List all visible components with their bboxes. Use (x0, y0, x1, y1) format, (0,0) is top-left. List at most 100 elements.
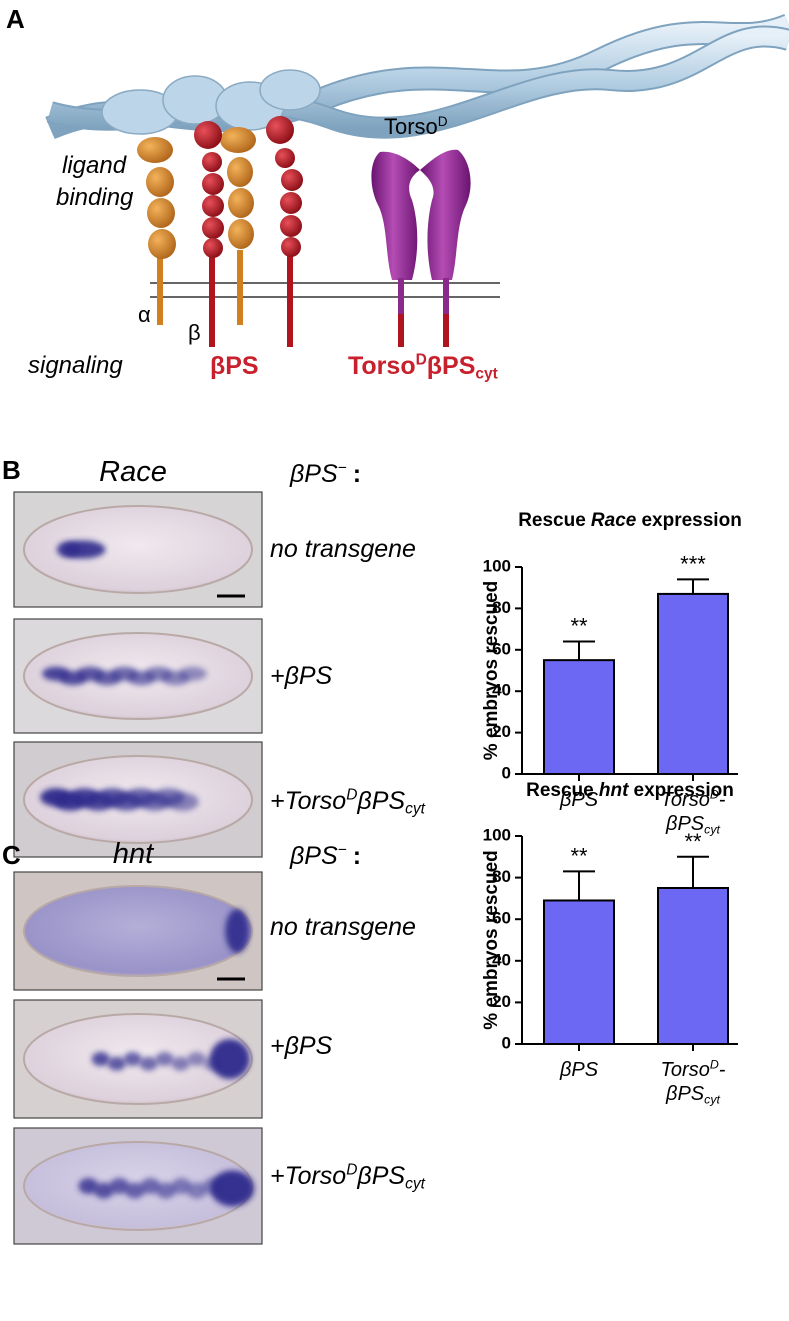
construct-label: TorsoDβPScyt (348, 351, 498, 383)
text-run: Race (590, 510, 637, 531)
text-run: D (709, 1057, 719, 1072)
text-run: Rescue (518, 510, 586, 531)
stain (155, 1052, 174, 1066)
bar (657, 887, 729, 1045)
row-label: +βPS (270, 1032, 332, 1061)
row-label: +TorsoDβPScyt (270, 1162, 425, 1193)
alpha-chain (137, 127, 256, 325)
panel-label: A (6, 4, 25, 34)
x-tick-label: βPScyt (628, 1082, 758, 1106)
stain (187, 1052, 206, 1066)
y-tick-label: 100 (483, 825, 511, 844)
significance: *** (680, 551, 706, 576)
text-run: D (709, 787, 719, 802)
text-run: cyt (405, 1175, 425, 1193)
y-tick-label: 20 (492, 722, 511, 741)
text-run: D (415, 351, 427, 369)
text-run: : (352, 842, 362, 870)
text-run: hnt (598, 780, 629, 801)
chain-label: α (138, 302, 151, 327)
text-run: Rescue (526, 780, 594, 801)
text-run: βPS (290, 460, 338, 488)
stain (124, 1182, 145, 1199)
row-label: no transgene (270, 913, 416, 942)
text-run: βPS (290, 842, 338, 870)
text-run: − (337, 841, 347, 859)
stain (140, 1178, 161, 1194)
y-tick-label: 80 (492, 598, 511, 617)
text-run: expression (641, 510, 742, 531)
embryo (23, 505, 253, 594)
embryo-image (13, 741, 263, 858)
beta-chain (194, 116, 303, 347)
text-run: cyt (475, 365, 498, 383)
receptor-label: TorsoD (384, 114, 448, 140)
y-tick-label: 20 (492, 992, 511, 1011)
stain (56, 541, 81, 558)
stain (166, 792, 199, 811)
significance: ** (684, 829, 702, 854)
embryo-image (13, 999, 263, 1119)
text-run: Torso (348, 352, 416, 380)
row-label: no transgene (270, 535, 416, 564)
text-run: no transgene (270, 535, 416, 563)
stain (107, 1056, 126, 1071)
text-run: +βPS (270, 1032, 333, 1060)
text-run: - (718, 1059, 726, 1081)
embryo-image (13, 618, 263, 734)
text-run: - (718, 789, 726, 811)
text-run: cyt (704, 1092, 720, 1107)
stain (155, 1182, 176, 1199)
embryo (23, 885, 253, 977)
stain (178, 666, 207, 681)
row-label: +βPS (270, 662, 332, 691)
text-run: expression (633, 780, 734, 801)
annotation: signaling (28, 352, 123, 379)
stain (186, 1182, 207, 1199)
diagram (45, 13, 789, 347)
text-run: βPS (559, 789, 599, 811)
text-run: βPS (357, 787, 406, 815)
panel-label: C (2, 840, 21, 870)
chain-label: β (188, 320, 201, 345)
y-tick-label: 0 (502, 763, 511, 782)
significance: ** (570, 843, 588, 868)
panel-label: B (2, 455, 21, 485)
stain (209, 1039, 250, 1079)
stain (109, 1178, 130, 1194)
text-run: Torso (384, 114, 438, 139)
x-tick-label: βPS (514, 788, 644, 812)
stain (78, 1178, 99, 1194)
y-tick-label: 40 (492, 681, 511, 700)
bar (543, 659, 615, 776)
y-tick-label: 80 (492, 867, 511, 886)
genotype-label: βPS−: (290, 842, 361, 871)
annotation: ligand (62, 152, 127, 179)
text-run: +Torso (270, 787, 347, 815)
stain (171, 1178, 192, 1194)
text-run: Torso (660, 1059, 710, 1081)
y-axis-label: % embryos rescued (481, 850, 502, 1030)
stain (93, 1182, 114, 1199)
chart-title: Rescue hnt expression (480, 780, 780, 802)
x-tick-label: TorsoD- (628, 788, 758, 812)
y-tick-label: 0 (502, 1033, 511, 1052)
gene-label: hnt (112, 838, 154, 870)
text-run: cyt (704, 822, 720, 837)
text-run: +βPS (270, 662, 333, 690)
stain (139, 1056, 158, 1071)
text-run: βPS (559, 1059, 599, 1081)
text-run: − (337, 459, 347, 477)
y-tick-label: 40 (492, 950, 511, 969)
construct-label: βPS (210, 352, 259, 380)
row-label: +TorsoDβPScyt (270, 787, 425, 818)
y-tick-label: 100 (483, 556, 511, 575)
y-tick-label: 60 (492, 909, 511, 928)
x-tick-label: βPS (514, 1058, 644, 1082)
text-run: : (352, 460, 362, 488)
bar (657, 592, 729, 775)
stain (210, 1170, 255, 1207)
text-run: βPS (666, 1083, 705, 1105)
text-run: cyt (405, 800, 425, 818)
